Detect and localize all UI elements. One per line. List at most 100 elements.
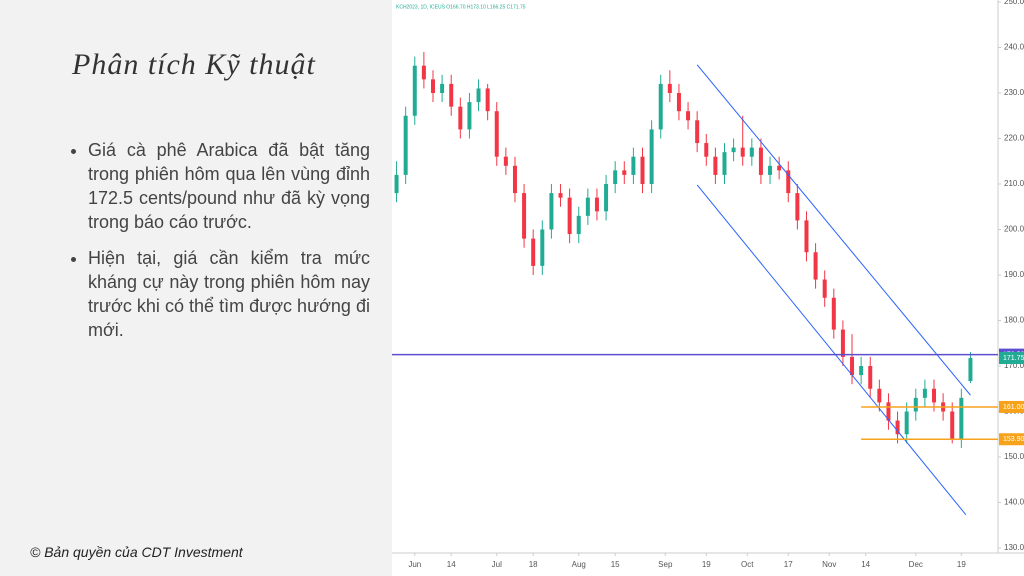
y-tick-label: 150.00: [1004, 452, 1024, 461]
candle-body: [968, 358, 973, 382]
y-tick-label: 240.00: [1004, 43, 1024, 52]
candle-body: [567, 197, 572, 235]
candle-body: [549, 193, 554, 230]
price-label-box: [999, 352, 1024, 365]
candle-body: [959, 397, 964, 439]
y-tick-label: 210.00: [1004, 179, 1024, 188]
candle-body: [631, 156, 636, 175]
x-tick-label: Nov: [822, 560, 836, 569]
candle-body: [476, 88, 481, 103]
channel-line: [696, 184, 967, 516]
candle-body: [594, 197, 599, 212]
candle-body: [840, 329, 845, 357]
y-tick-label: 220.00: [1004, 134, 1024, 143]
price-label: 161.00: [1003, 404, 1024, 411]
price-label-box: [999, 400, 1024, 413]
candle-body: [604, 184, 609, 212]
y-tick-label: 170.00: [1004, 361, 1024, 370]
candle-body: [695, 120, 700, 144]
y-tick-label: 200.00: [1004, 225, 1024, 234]
candle-body: [503, 156, 508, 166]
candle-body: [740, 147, 745, 157]
bullet-list: Giá cà phê Arabica đã bật tăng trong phi…: [70, 138, 370, 354]
y-tick-label: 140.00: [1004, 498, 1024, 507]
candle-body: [622, 170, 627, 175]
y-tick-label: 130.00: [1004, 543, 1024, 552]
candle-body: [576, 215, 581, 235]
price-label: 153.90: [1003, 436, 1024, 443]
price-label: 171.75: [1003, 355, 1024, 362]
candle-body: [877, 388, 882, 403]
candle-body: [704, 143, 709, 157]
candle-body: [749, 147, 754, 157]
y-tick-label: 190.00: [1004, 270, 1024, 279]
candle-body: [913, 397, 918, 412]
chart-legend: KCH2023, 1D, ICEUS O166.70 H173.10 L166.…: [396, 4, 526, 10]
candle-body: [522, 193, 527, 239]
candle-body: [950, 411, 955, 439]
candle-body: [649, 129, 654, 184]
x-tick-label: Aug: [572, 560, 586, 569]
price-label-box: [999, 433, 1024, 446]
candle-body: [758, 147, 763, 175]
slide-title: Phân tích Kỹ thuật: [72, 48, 316, 81]
candle-body: [713, 156, 718, 175]
candle-body: [804, 220, 809, 253]
x-tick-label: 18: [529, 560, 538, 569]
x-tick-label: 15: [611, 560, 620, 569]
x-tick-label: 19: [957, 560, 966, 569]
x-tick-label: Dec: [909, 560, 923, 569]
candle-body: [722, 152, 727, 175]
candle-body: [777, 165, 782, 171]
y-tick-label: 230.00: [1004, 88, 1024, 97]
candle-body: [850, 356, 855, 376]
candle-body: [494, 111, 499, 157]
candle-body: [859, 366, 864, 376]
candle-body: [822, 279, 827, 298]
x-tick-label: Oct: [741, 560, 754, 569]
candle-body: [895, 420, 900, 435]
candle-body: [640, 156, 645, 184]
candle-body: [813, 252, 818, 280]
bullet: Hiện tại, giá cần kiểm tra mức kháng cự …: [88, 246, 370, 342]
candle-body: [868, 366, 873, 389]
candle-body: [686, 111, 691, 121]
candle-body: [421, 65, 426, 80]
candle-body: [485, 88, 490, 112]
candle-body: [886, 402, 891, 421]
candle-body: [676, 93, 681, 112]
candle-body: [667, 83, 672, 93]
bullet: Giá cà phê Arabica đã bật tăng trong phi…: [88, 138, 370, 234]
x-tick-label: Jun: [408, 560, 421, 569]
candle-body: [394, 174, 399, 194]
x-tick-label: 14: [861, 560, 870, 569]
candle-body: [585, 197, 590, 216]
y-tick-label: 250.00: [1004, 0, 1024, 6]
candle-body: [831, 297, 836, 330]
candle-body: [412, 65, 417, 116]
candle-body: [403, 115, 408, 175]
candle-body: [467, 102, 472, 130]
candle-body: [558, 193, 563, 198]
channel-line: [696, 64, 971, 396]
candle-body: [731, 147, 736, 153]
x-tick-label: 19: [702, 560, 711, 569]
y-tick-label: 180.00: [1004, 316, 1024, 325]
footer: © Bản quyền của CDT Investment: [30, 544, 243, 560]
candle-body: [430, 79, 435, 93]
candle-body: [658, 83, 663, 130]
candle-body: [932, 388, 937, 403]
candle-body: [795, 193, 800, 221]
candle-body: [449, 83, 454, 107]
candle-body: [531, 238, 536, 266]
text-panel: Phân tích Kỹ thuật Giá cà phê Arabica đã…: [0, 0, 392, 576]
x-tick-label: Sep: [658, 560, 673, 569]
candle-body: [440, 83, 445, 93]
candle-body: [768, 165, 773, 175]
candle-body: [922, 388, 927, 398]
candle-body: [613, 170, 618, 184]
x-tick-label: Jul: [492, 560, 502, 569]
candle-body: [904, 411, 909, 435]
